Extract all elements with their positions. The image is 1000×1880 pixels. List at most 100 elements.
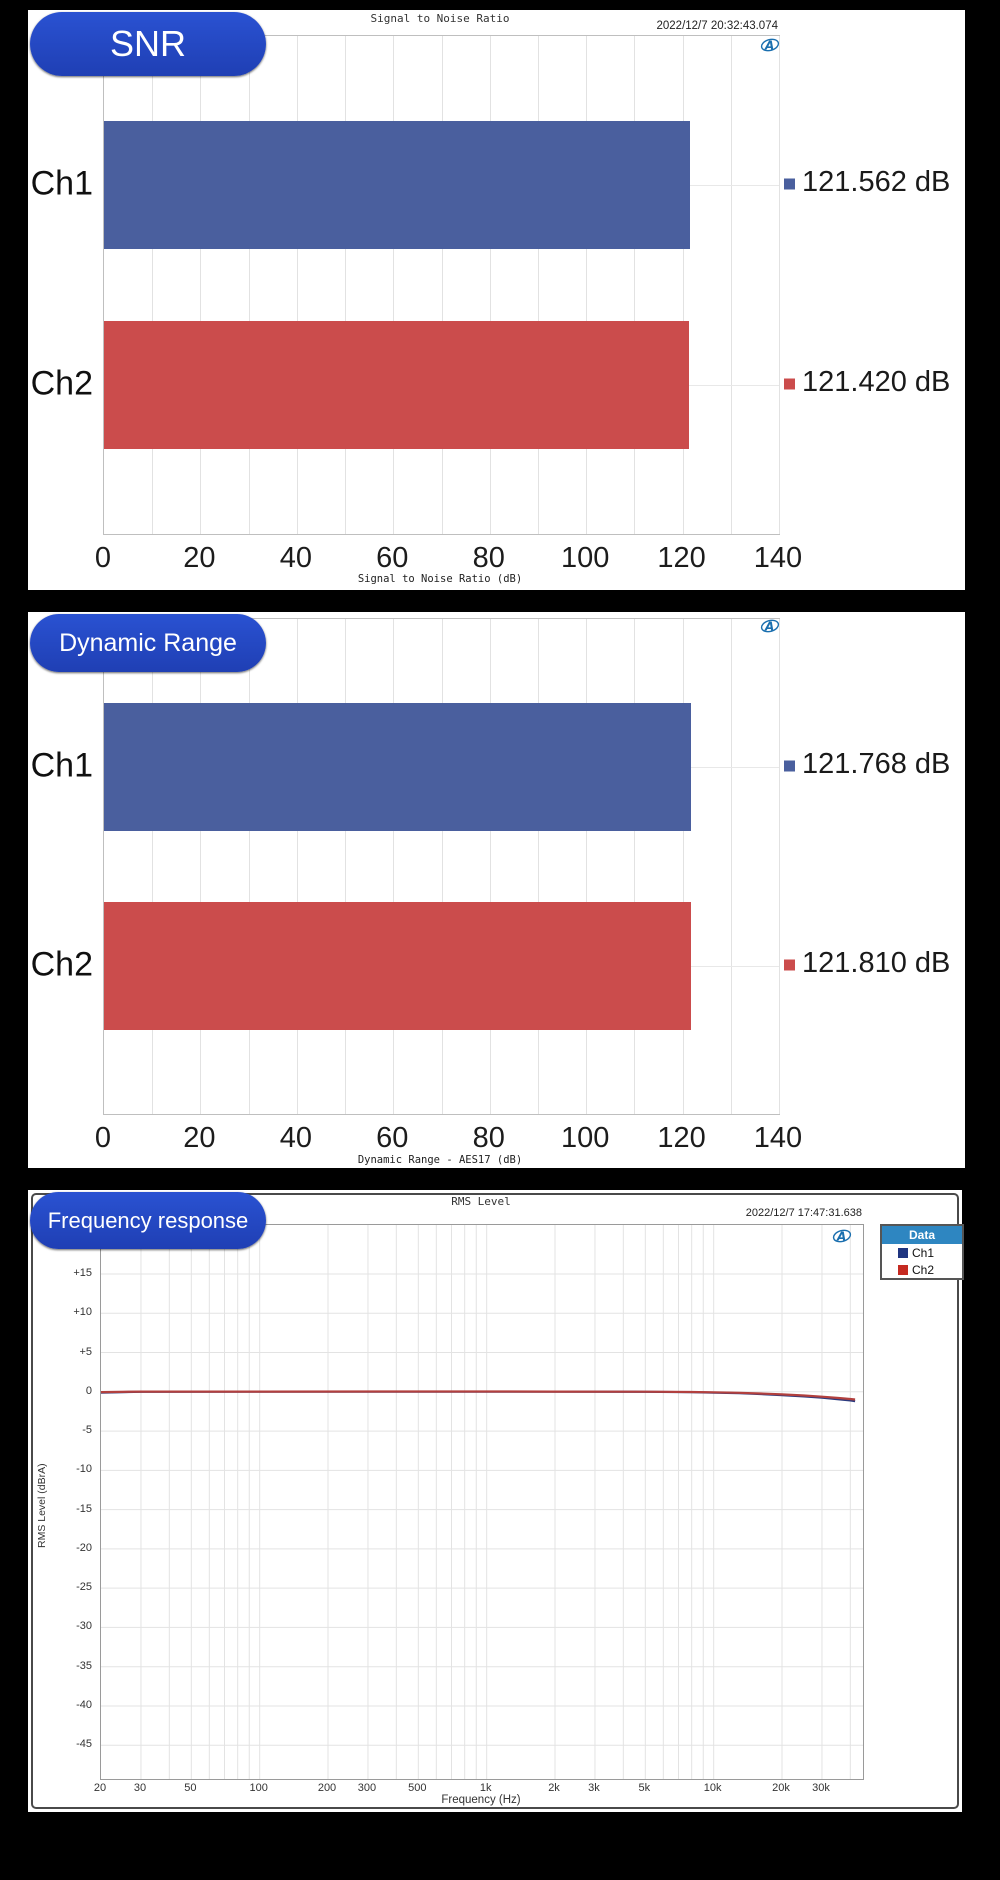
snr-section-badge: SNR xyxy=(30,12,266,76)
x-tick-label: 300 xyxy=(357,1782,377,1794)
legend-label: Ch2 xyxy=(912,1263,935,1277)
gridline-vertical xyxy=(248,619,250,1114)
legend-title: Data xyxy=(882,1226,962,1244)
snr-chart-panel: Signal to Noise Ratio 2022/12/7 20:32:43… xyxy=(28,10,965,590)
x-tick-label: 80 xyxy=(472,542,505,574)
y-axis-title: RMS Level (dBrA) xyxy=(36,1463,48,1548)
x-tick-label: 3k xyxy=(588,1782,600,1794)
category-label: Ch2 xyxy=(30,945,93,984)
x-tick-label: 100 xyxy=(249,1782,268,1794)
dynamic-range-section-badge: Dynamic Range xyxy=(30,614,266,672)
gridline-vertical xyxy=(248,36,250,534)
legend-label: Ch1 xyxy=(912,1246,935,1260)
gridline-vertical xyxy=(586,619,588,1114)
x-tick-label: 20 xyxy=(183,542,216,574)
dynamic-range-chart-panel: Dynamic Range - AES17 (dB) Ch1 121.768 dB… xyxy=(28,612,965,1168)
x-tick-label: 100 xyxy=(560,1122,610,1154)
gridline-vertical xyxy=(489,619,491,1114)
category-label: Ch2 xyxy=(30,364,93,403)
gridline-vertical xyxy=(730,619,732,1114)
bar-ch1 xyxy=(104,121,691,249)
category-label: Ch1 xyxy=(30,164,93,203)
gridline-vertical xyxy=(152,619,154,1114)
y-tick-label: -40 xyxy=(76,1698,92,1711)
y-tick-label: -5 xyxy=(82,1424,92,1437)
gridline-vertical xyxy=(441,36,443,534)
gridline-vertical xyxy=(200,619,202,1114)
badge-label: Dynamic Range xyxy=(59,628,237,657)
gridline-vertical xyxy=(634,619,636,1114)
y-tick-label: -10 xyxy=(76,1463,92,1476)
value-label: 121.768 dB xyxy=(802,748,951,781)
value-marker-ch2 xyxy=(784,959,795,971)
x-tick-label: 80 xyxy=(472,1122,505,1154)
x-tick-label: 5k xyxy=(638,1782,651,1794)
x-tick-label: 500 xyxy=(408,1782,427,1794)
x-axis-title: Signal to Noise Ratio (dB) xyxy=(357,573,523,585)
legend-item-ch1: Ch1 xyxy=(882,1244,962,1261)
x-tick-label: 200 xyxy=(317,1782,337,1794)
gridline-vertical xyxy=(682,36,684,534)
x-tick-label: 120 xyxy=(657,542,706,574)
gridline-vertical xyxy=(200,36,202,534)
ap-logo-icon: A xyxy=(760,37,780,53)
x-tick-label: 100 xyxy=(560,542,610,574)
value-marker-ch2 xyxy=(784,378,795,390)
x-tick-label: 30k xyxy=(812,1782,830,1794)
gridline-vertical xyxy=(779,36,780,534)
legend: Data Ch1 Ch2 xyxy=(880,1224,964,1280)
gridline-vertical xyxy=(152,36,154,534)
svg-text:A: A xyxy=(764,39,774,53)
category-label: Ch1 xyxy=(30,746,93,785)
value-label: 121.562 dB xyxy=(802,166,951,199)
gridline-vertical xyxy=(345,619,347,1114)
gridline-vertical xyxy=(730,36,732,534)
value-label: 121.810 dB xyxy=(802,947,951,980)
legend-item-ch2: Ch2 xyxy=(882,1261,962,1278)
x-tick-label: 60 xyxy=(376,542,409,574)
svg-text:A: A xyxy=(836,1230,846,1244)
bar-ch1 xyxy=(104,703,692,831)
gridline-vertical xyxy=(779,619,780,1114)
x-axis-title: Frequency (Hz) xyxy=(441,1794,521,1806)
x-tick-label: 0 xyxy=(94,542,112,574)
chart-timestamp: 2022/12/7 20:32:43.074 xyxy=(656,20,778,32)
bar-ch2 xyxy=(104,321,690,449)
gridline-vertical xyxy=(393,619,395,1114)
gridline-vertical xyxy=(296,619,298,1114)
x-tick-label: 2k xyxy=(548,1782,560,1794)
ch1-color-swatch xyxy=(898,1248,908,1258)
y-tick-label: 0 xyxy=(85,1384,92,1397)
gridline-vertical xyxy=(296,36,298,534)
y-tick-label: -35 xyxy=(76,1659,92,1672)
y-tick-label: +15 xyxy=(73,1266,92,1279)
dynamic-range-plot-area xyxy=(103,618,780,1115)
gridline-vertical xyxy=(489,36,491,534)
x-tick-label: 140 xyxy=(753,1122,803,1154)
x-tick-label: 40 xyxy=(279,1122,312,1154)
value-label: 121.420 dB xyxy=(802,366,951,399)
rms-level-plot-area xyxy=(100,1224,864,1780)
x-tick-label: 20 xyxy=(93,1782,107,1794)
value-marker-ch1 xyxy=(784,760,795,772)
chart-timestamp: 2022/12/7 17:47:31.638 xyxy=(745,1207,862,1219)
y-tick-label: -25 xyxy=(76,1581,92,1594)
gridline-vertical xyxy=(586,36,588,534)
x-tick-label: 1k xyxy=(479,1782,492,1794)
ap-logo-icon: A xyxy=(760,618,780,634)
y-tick-label: -20 xyxy=(76,1541,92,1554)
rms-level-line-chart xyxy=(101,1225,863,1779)
snr-plot-area xyxy=(103,35,780,535)
x-axis-title: Dynamic Range - AES17 (dB) xyxy=(357,1154,523,1166)
bar-ch2 xyxy=(104,902,692,1030)
y-tick-label: +10 xyxy=(73,1306,92,1319)
x-tick-label: 120 xyxy=(657,1122,706,1154)
gridline-vertical xyxy=(682,619,684,1114)
y-tick-label: -15 xyxy=(76,1502,92,1515)
gridline-vertical xyxy=(634,36,636,534)
x-tick-label: 40 xyxy=(279,542,312,574)
gridline-vertical xyxy=(393,36,395,534)
series-line-ch2 xyxy=(101,1390,856,1401)
x-tick-label: 20k xyxy=(772,1782,790,1794)
